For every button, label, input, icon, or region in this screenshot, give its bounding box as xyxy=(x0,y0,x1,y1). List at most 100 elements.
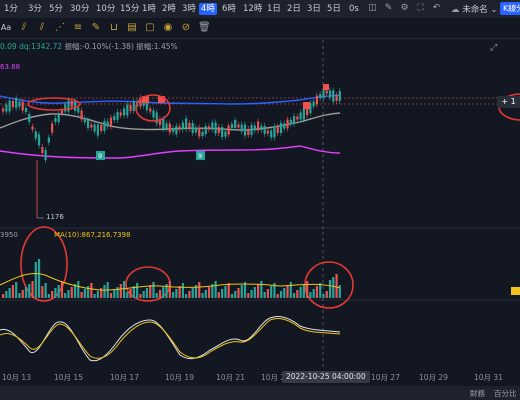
tf-30m[interactable]: 30分 xyxy=(70,4,90,14)
legend-ma-value: 63.88 xyxy=(0,63,21,71)
tf-4h[interactable]: 4時 xyxy=(199,3,217,15)
top-toolbar: 1分 3分 5分 30分 10分 15分 1時 2時 3時 4時 6時 12時 … xyxy=(0,0,520,18)
candle-body xyxy=(188,123,191,129)
edit-icon[interactable]: ✎ xyxy=(384,3,393,13)
tf-15m[interactable]: 15分 xyxy=(120,4,140,14)
plus-icon[interactable]: + xyxy=(501,97,509,106)
tf-2d[interactable]: 2日 xyxy=(287,4,301,14)
candle-body xyxy=(309,103,312,113)
lock-icon[interactable]: ▢ xyxy=(145,22,155,33)
volume-bar xyxy=(168,281,171,298)
volume-bar xyxy=(204,290,207,298)
tf-10m[interactable]: 10分 xyxy=(96,4,116,14)
magnet-icon[interactable]: ⊔ xyxy=(110,22,118,33)
finance-tab[interactable]: 財務 xyxy=(470,389,485,398)
trendline-icon[interactable]: ⫽ xyxy=(21,22,27,33)
expand-icon[interactable]: ⤢ xyxy=(490,43,498,53)
volume-bar xyxy=(103,285,106,298)
fib-icon[interactable]: ≡ xyxy=(73,22,83,33)
date-label: 10月 29 xyxy=(419,373,448,382)
candle-body xyxy=(119,112,122,116)
right-price-label: + 1 xyxy=(497,96,520,108)
volume-bar xyxy=(116,287,119,298)
candle-body xyxy=(132,101,135,111)
candle-body xyxy=(100,125,103,131)
candle-body xyxy=(70,101,73,107)
candle-body xyxy=(217,127,220,133)
candle-body xyxy=(142,102,145,106)
trash-icon[interactable]: 🗑 xyxy=(198,22,211,33)
settings-icon[interactable]: ⚙ xyxy=(400,3,409,13)
candle-body xyxy=(325,90,328,94)
candle-body xyxy=(87,120,90,128)
candle-body xyxy=(96,124,100,136)
volume-bar xyxy=(188,291,191,298)
candle-body xyxy=(93,124,96,132)
tf-12h[interactable]: 12時 xyxy=(243,4,263,14)
tf-1h[interactable]: 1時 xyxy=(142,4,156,14)
candle-body xyxy=(279,123,283,133)
hide-icon[interactable]: ⊘ xyxy=(181,22,191,33)
candle-body xyxy=(230,124,234,128)
candle-body xyxy=(129,105,132,111)
tf-3m[interactable]: 3分 xyxy=(28,4,42,14)
tf-3d[interactable]: 3日 xyxy=(307,4,321,14)
legend-change: 振幅:-0.10%(-1.38) 振幅:1.45% xyxy=(64,42,178,51)
candle-body xyxy=(126,104,129,116)
tf-6h[interactable]: 6時 xyxy=(222,4,236,14)
candle-body xyxy=(299,112,302,120)
volume-bar xyxy=(64,293,67,298)
channel-icon[interactable]: ⋰ xyxy=(55,22,65,33)
candle-body xyxy=(2,108,5,112)
ruler-icon[interactable]: ▤ xyxy=(127,22,137,33)
tf-2h[interactable]: 2時 xyxy=(162,4,176,14)
volume-bar xyxy=(217,292,220,298)
volume-bar xyxy=(37,259,41,298)
eye-icon[interactable]: ◉ xyxy=(163,22,173,33)
candle-body xyxy=(21,101,24,111)
tf-0s[interactable]: 0s xyxy=(349,4,359,14)
candle-body xyxy=(257,121,260,131)
candle-body xyxy=(64,104,67,112)
ray-icon[interactable]: ⫽ xyxy=(39,22,45,33)
candle-body xyxy=(191,123,194,133)
candle-body xyxy=(250,125,253,135)
volume-bar xyxy=(70,287,73,298)
candle-body xyxy=(273,126,276,138)
volume-bar xyxy=(34,262,37,298)
drawing-toolbar: Aa ⫽ ⫽ ⋰ ≡ ✎ ⊔ ▤ ▢ ◉ ⊘ 🗑 xyxy=(0,18,520,39)
tf-5d[interactable]: 5日 xyxy=(327,4,341,14)
percent-toggle[interactable]: 百分比 xyxy=(494,389,517,398)
kline-button[interactable]: K線分 xyxy=(500,2,520,15)
pen-icon[interactable]: ✎ xyxy=(91,22,101,33)
fullscreen-icon[interactable]: ⛶ xyxy=(417,3,424,13)
text-tool-icon[interactable]: Aa xyxy=(0,23,12,32)
tf-1d[interactable]: 1日 xyxy=(267,4,281,14)
tf-1m[interactable]: 1分 xyxy=(4,4,18,14)
candle-body xyxy=(90,124,93,128)
candle-body xyxy=(162,119,165,129)
candle-body xyxy=(116,112,119,120)
volume-bar xyxy=(322,294,325,298)
tf-3h[interactable]: 3時 xyxy=(182,4,196,14)
candle-body xyxy=(54,118,57,122)
candle-body xyxy=(335,95,338,101)
volume-bar xyxy=(51,291,54,298)
td-marker-1-label: 9 xyxy=(98,152,103,160)
cloud-icon: ☁ xyxy=(451,5,460,15)
volume-bar xyxy=(90,283,93,298)
volume-bar xyxy=(60,282,64,298)
volume-bar xyxy=(227,283,230,298)
volume-ma-label: MA(10):867,216.7398 xyxy=(54,231,131,239)
undo-icon[interactable]: ↶ xyxy=(432,3,441,13)
camera-icon[interactable]: ◫ xyxy=(368,3,377,13)
volume-bar xyxy=(158,290,162,298)
volume-bar xyxy=(113,290,116,298)
tf-5m[interactable]: 5分 xyxy=(49,4,63,14)
volume-bar xyxy=(198,282,201,298)
candle-body xyxy=(152,110,155,118)
candle-body xyxy=(41,147,44,153)
layout-name[interactable]: ☁ 未命名 ⌄ xyxy=(451,3,498,15)
candle-body xyxy=(185,118,188,130)
